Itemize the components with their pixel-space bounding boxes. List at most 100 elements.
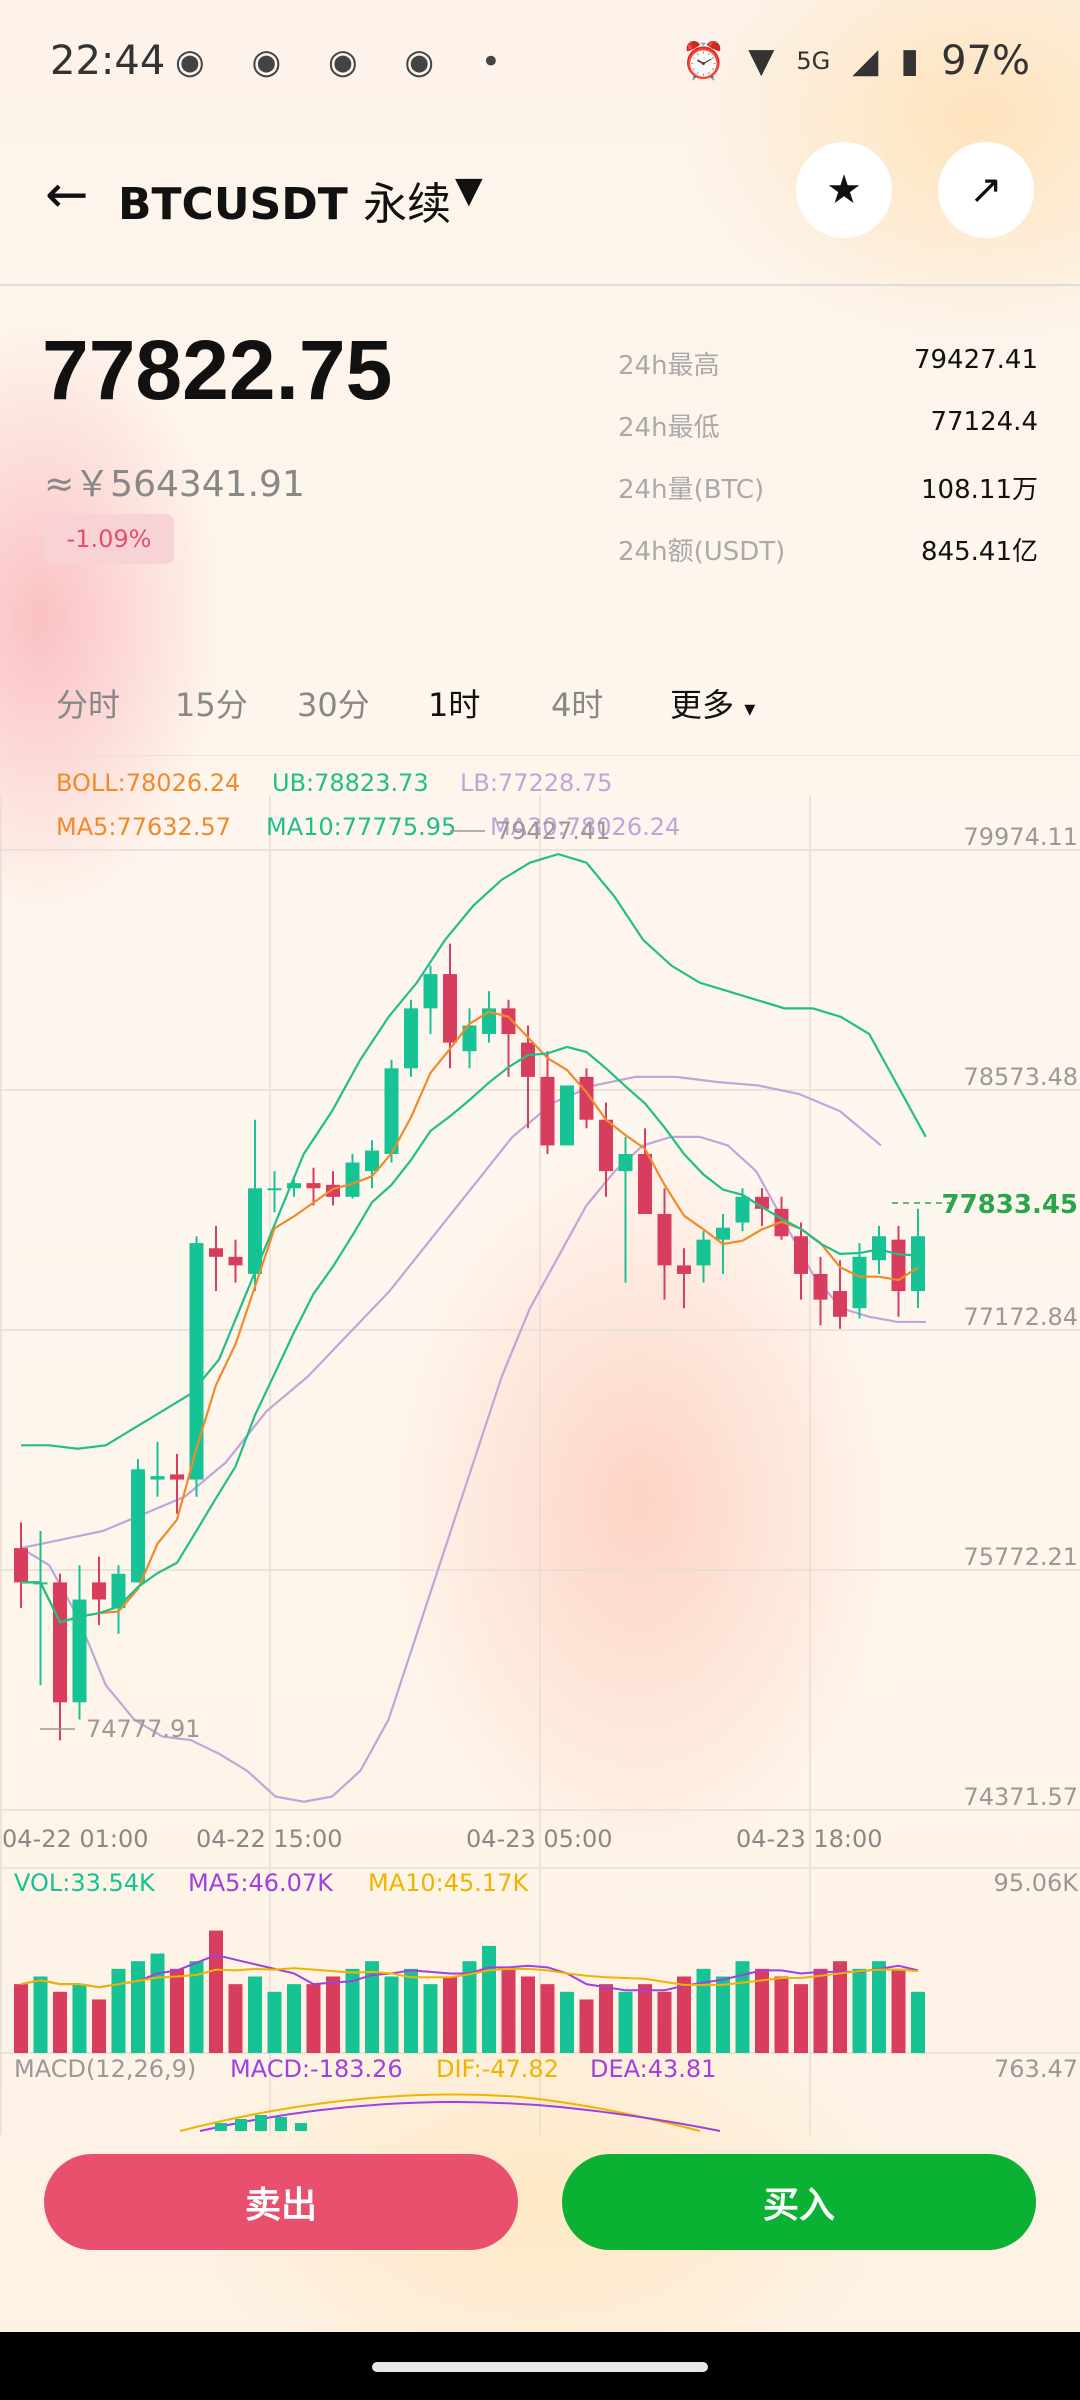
candle-body xyxy=(833,1291,847,1317)
volume-bar xyxy=(696,1968,711,2053)
y-tick-label: 74371.57 xyxy=(963,1783,1078,1811)
candle-body xyxy=(209,1248,223,1257)
stat-value: 79427.41 xyxy=(913,345,1038,375)
candle-body xyxy=(443,974,457,1043)
candle-body xyxy=(384,1068,399,1154)
dropdown-caret-icon[interactable]: ▼ xyxy=(455,170,483,211)
candle-body xyxy=(462,1025,477,1052)
tab-more-caret-icon: ▾ xyxy=(744,697,756,722)
volume-bar xyxy=(345,1968,360,2053)
ub-label: UB:78823.73 xyxy=(272,769,429,797)
candle-body xyxy=(228,1256,243,1266)
last-price: 77822.75 xyxy=(42,323,393,417)
candle-body xyxy=(599,1119,613,1172)
boll-label: BOLL:78026.24 xyxy=(56,769,240,797)
candle-body xyxy=(72,1599,87,1703)
candle-body xyxy=(267,1188,282,1191)
dif-label: DIF:-47.82 xyxy=(436,2055,559,2083)
candle-body xyxy=(345,1162,360,1197)
volume-bar xyxy=(443,1976,457,2053)
share-icon: ↗ xyxy=(969,167,1003,213)
volume-bar xyxy=(735,1961,750,2053)
sell-button[interactable]: 卖出 xyxy=(44,2154,518,2250)
stat-row: 24h最低 77124.4 xyxy=(618,407,1038,469)
volume-bar xyxy=(618,1991,633,2053)
tab-4h[interactable]: 4时 xyxy=(551,686,604,724)
x-tick-label: 04-23 18:00 xyxy=(736,1825,883,1853)
volume-bar xyxy=(911,1991,925,2053)
stat-row: 24h最高 79427.41 xyxy=(618,345,1038,407)
tab-more[interactable]: 更多 ▾ xyxy=(670,680,755,726)
buy-button[interactable]: 买入 xyxy=(562,2154,1036,2250)
candle-body xyxy=(794,1236,808,1274)
ma5-line xyxy=(21,1010,919,1624)
macd-bar xyxy=(255,2115,267,2131)
stat-value: 108.11万 xyxy=(921,475,1038,505)
interval-tabs: 分时 15分 30分 1时 4时 更多 ▾ xyxy=(0,680,1080,750)
symbol-name: BTCUSDT xyxy=(118,179,348,230)
volume-bar xyxy=(638,1984,652,2053)
home-gesture-handle[interactable] xyxy=(372,2362,708,2372)
volume-bar xyxy=(852,1968,867,2053)
kline-chart[interactable]: BOLL:78026.24 UB:78823.73 LB:77228.75 MA… xyxy=(0,755,1080,2135)
symbol-title[interactable]: BTCUSDT 永续 xyxy=(118,168,451,232)
y-tick-label: 75772.21 xyxy=(963,1543,1078,1571)
volume-bar xyxy=(423,1984,438,2053)
volume-bar xyxy=(131,1961,145,2053)
candle-body xyxy=(404,1008,418,1069)
candle-body xyxy=(521,1042,535,1077)
stats-panel: 24h最高 79427.41 24h最低 77124.4 24h量(BTC) 1… xyxy=(618,345,1038,593)
candle-body xyxy=(287,1183,301,1189)
stat-label: 24h额(USDT) xyxy=(618,537,786,567)
y-tick-label: 78573.48 xyxy=(963,1063,1078,1091)
stat-label: 24h最低 xyxy=(618,413,720,443)
candle-body xyxy=(53,1582,67,1703)
candle-body xyxy=(170,1474,184,1480)
favorite-button[interactable]: ★ xyxy=(796,142,892,238)
tab-30m[interactable]: 30分 xyxy=(297,686,370,724)
candle-body xyxy=(189,1243,204,1480)
stat-label: 24h最高 xyxy=(618,351,720,381)
stat-row: 24h量(BTC) 108.11万 xyxy=(618,469,1038,531)
volume-bar xyxy=(189,1961,204,2053)
battery-icon: ▮ xyxy=(900,41,920,81)
macd-lines xyxy=(179,2093,721,2132)
vol-max-label: 95.06K xyxy=(994,1869,1080,1897)
volume-bar xyxy=(209,1930,223,2053)
stat-label: 24h量(BTC) xyxy=(618,475,765,505)
macd-bar xyxy=(235,2119,247,2131)
current-price-bg xyxy=(950,1187,1078,1221)
signal-icon: ▼ xyxy=(748,41,775,81)
boll-lower-line xyxy=(20,1135,926,1803)
alarm-icon: ⏰ xyxy=(681,41,727,82)
ma30-label: MA30:78026.24 xyxy=(490,813,680,841)
tab-timeshare[interactable]: 分时 xyxy=(56,686,121,724)
share-button[interactable]: ↗ xyxy=(938,142,1034,238)
volume-bar xyxy=(755,1968,769,2053)
macd-value-label: 763.47 xyxy=(994,2055,1078,2083)
star-icon: ★ xyxy=(826,167,862,213)
volume-bar xyxy=(774,1976,789,2053)
volume-bar xyxy=(248,1976,262,2053)
status-time: 22:44 xyxy=(50,38,166,84)
volume-bar xyxy=(677,1976,691,2053)
candle-body xyxy=(150,1476,165,1480)
volume-bar xyxy=(813,1968,828,2053)
back-arrow-icon[interactable]: ← xyxy=(45,165,89,225)
candle-body xyxy=(852,1256,867,1309)
y-tick-label: 77172.84 xyxy=(963,1303,1078,1331)
cell-signal-icon: ◢ xyxy=(852,41,879,81)
vol-ma10-line xyxy=(20,1967,919,1989)
change-badge: -1.09% xyxy=(44,514,174,564)
lb-label: LB:77228.75 xyxy=(460,769,612,797)
volume-bar xyxy=(306,1984,321,2053)
high-marker: 79427.41 xyxy=(496,817,611,845)
volume-bar xyxy=(14,1984,28,2053)
tab-15m[interactable]: 15分 xyxy=(175,686,248,724)
volume-bar xyxy=(287,1984,301,2053)
tab-1h[interactable]: 1时 xyxy=(428,686,481,724)
status-bar: 22:44 ◉ ◉ ◉ ◉ • ⏰ ▼ 5G ◢ ▮ 97% xyxy=(0,0,1080,120)
volume-bar xyxy=(501,1968,516,2053)
candle-body xyxy=(638,1153,652,1214)
candle-body xyxy=(755,1196,769,1209)
